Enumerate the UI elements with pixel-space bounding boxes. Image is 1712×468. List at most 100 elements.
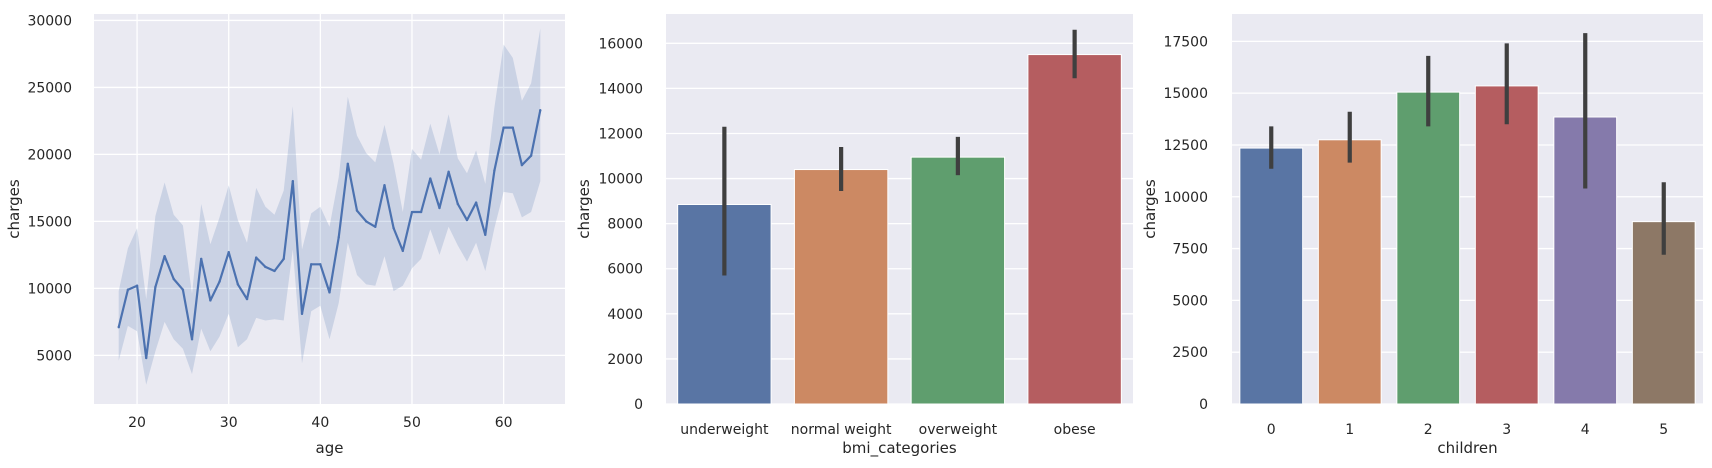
data-point	[401, 249, 405, 253]
data-point	[135, 284, 139, 287]
x-tick-label: normal weight	[791, 422, 892, 438]
x-axis-label: age	[316, 439, 344, 457]
chart-panel-2: 0 2000 4000 6000 8000 10000 12000 14000 16000 cha…	[575, 14, 1133, 458]
data-point	[273, 269, 276, 273]
data-point	[291, 180, 295, 183]
data-point	[529, 154, 533, 157]
data-point	[190, 338, 194, 341]
bar-obese	[1027, 54, 1122, 405]
data-point	[493, 169, 496, 172]
data-point	[254, 256, 258, 259]
data-point	[419, 210, 423, 214]
data-point	[511, 126, 514, 129]
data-point	[383, 184, 386, 187]
y-tick-label: 12000	[598, 126, 643, 142]
data-point	[429, 177, 432, 180]
x-tick-label: 60	[495, 415, 513, 431]
y-tick-label: 10000	[27, 281, 72, 297]
y-tick-label: 20000	[27, 147, 72, 163]
x-tick-label: overweight	[919, 422, 998, 438]
data-point	[374, 225, 377, 228]
bar-3	[1474, 85, 1539, 405]
bar-2	[1396, 91, 1461, 405]
y-tick-label: 6000	[607, 262, 643, 278]
data-point	[145, 356, 148, 360]
data-point	[209, 299, 212, 302]
y-tick-label: 17500	[1163, 34, 1208, 50]
y-tick-label: 0	[634, 397, 643, 413]
chart-panel-3: 0 2500 5000 7500 10000 12500 15000 17500 charges…	[1141, 14, 1703, 457]
data-point	[117, 326, 120, 329]
plot-background	[1232, 14, 1703, 404]
data-point	[264, 265, 267, 269]
x-tick-label: 4	[1581, 422, 1590, 438]
y-tick-label: 15000	[27, 214, 72, 230]
x-tick-label: 2	[1424, 422, 1433, 438]
x-tick-label: underweight	[680, 422, 769, 438]
data-point	[328, 291, 331, 294]
data-point	[337, 236, 340, 239]
x-tick-label: 40	[311, 415, 329, 431]
data-point	[438, 206, 441, 210]
x-axis-label: children	[1437, 439, 1497, 457]
chart-panel-1: 5000 10000 15000 20000 25000 30000 charges age 2…	[5, 13, 565, 457]
data-point	[300, 312, 304, 316]
confidence-band	[118, 28, 541, 385]
x-tick-label: 3	[1502, 422, 1511, 438]
y-tick-label: 15000	[1163, 86, 1208, 102]
y-tick-label: 4000	[607, 307, 643, 323]
plot-background	[94, 14, 565, 404]
data-point	[227, 251, 230, 254]
y-axis-label: charges	[575, 179, 593, 239]
data-point	[520, 163, 524, 167]
y-tick-label: 2000	[607, 352, 643, 368]
bar-0	[1239, 147, 1304, 405]
x-tick-label: 5	[1659, 422, 1668, 438]
data-point	[282, 257, 285, 261]
y-tick-label: 7500	[1172, 242, 1208, 258]
x-axis-label: bmi_categories	[842, 439, 957, 458]
data-point	[181, 288, 185, 291]
y-tick-label: 25000	[27, 80, 72, 96]
bar-normal-weight	[793, 169, 889, 405]
data-point	[163, 255, 166, 258]
x-tick-label: 20	[128, 415, 146, 431]
data-point	[245, 297, 249, 301]
y-tick-label: 30000	[27, 13, 72, 29]
data-point	[364, 220, 368, 223]
data-point	[447, 170, 450, 174]
y-tick-label: 8000	[607, 217, 643, 233]
data-point	[126, 288, 130, 291]
y-tick-label: 10000	[1163, 190, 1208, 206]
data-point	[355, 209, 359, 212]
data-point	[456, 202, 459, 206]
x-tick-label: 30	[220, 415, 238, 431]
data-point	[236, 283, 240, 286]
y-tick-label: 10000	[598, 172, 643, 188]
y-tick-label: 14000	[598, 81, 643, 97]
data-point	[200, 257, 203, 261]
bar-overweight	[910, 156, 1006, 405]
data-point	[410, 210, 414, 214]
x-tick-label: obese	[1054, 422, 1096, 438]
data-point	[346, 162, 350, 165]
x-tick-label: 1	[1345, 422, 1354, 438]
y-axis-label: charges	[1141, 179, 1159, 239]
data-point	[502, 126, 505, 129]
y-axis-label: charges	[5, 179, 23, 239]
y-tick-label: 2500	[1172, 345, 1208, 361]
data-point	[218, 280, 221, 283]
y-tick-label: 5000	[1172, 293, 1208, 309]
data-point	[309, 263, 313, 266]
data-point	[154, 285, 157, 289]
y-tick-label: 5000	[36, 348, 72, 364]
y-tick-label: 12500	[1163, 138, 1208, 154]
bar-1	[1317, 139, 1382, 405]
data-point	[539, 108, 542, 112]
data-point	[319, 263, 322, 266]
x-tick-label: 50	[403, 415, 421, 431]
data-point	[172, 277, 175, 281]
data-point	[484, 233, 487, 236]
data-point	[392, 226, 395, 230]
